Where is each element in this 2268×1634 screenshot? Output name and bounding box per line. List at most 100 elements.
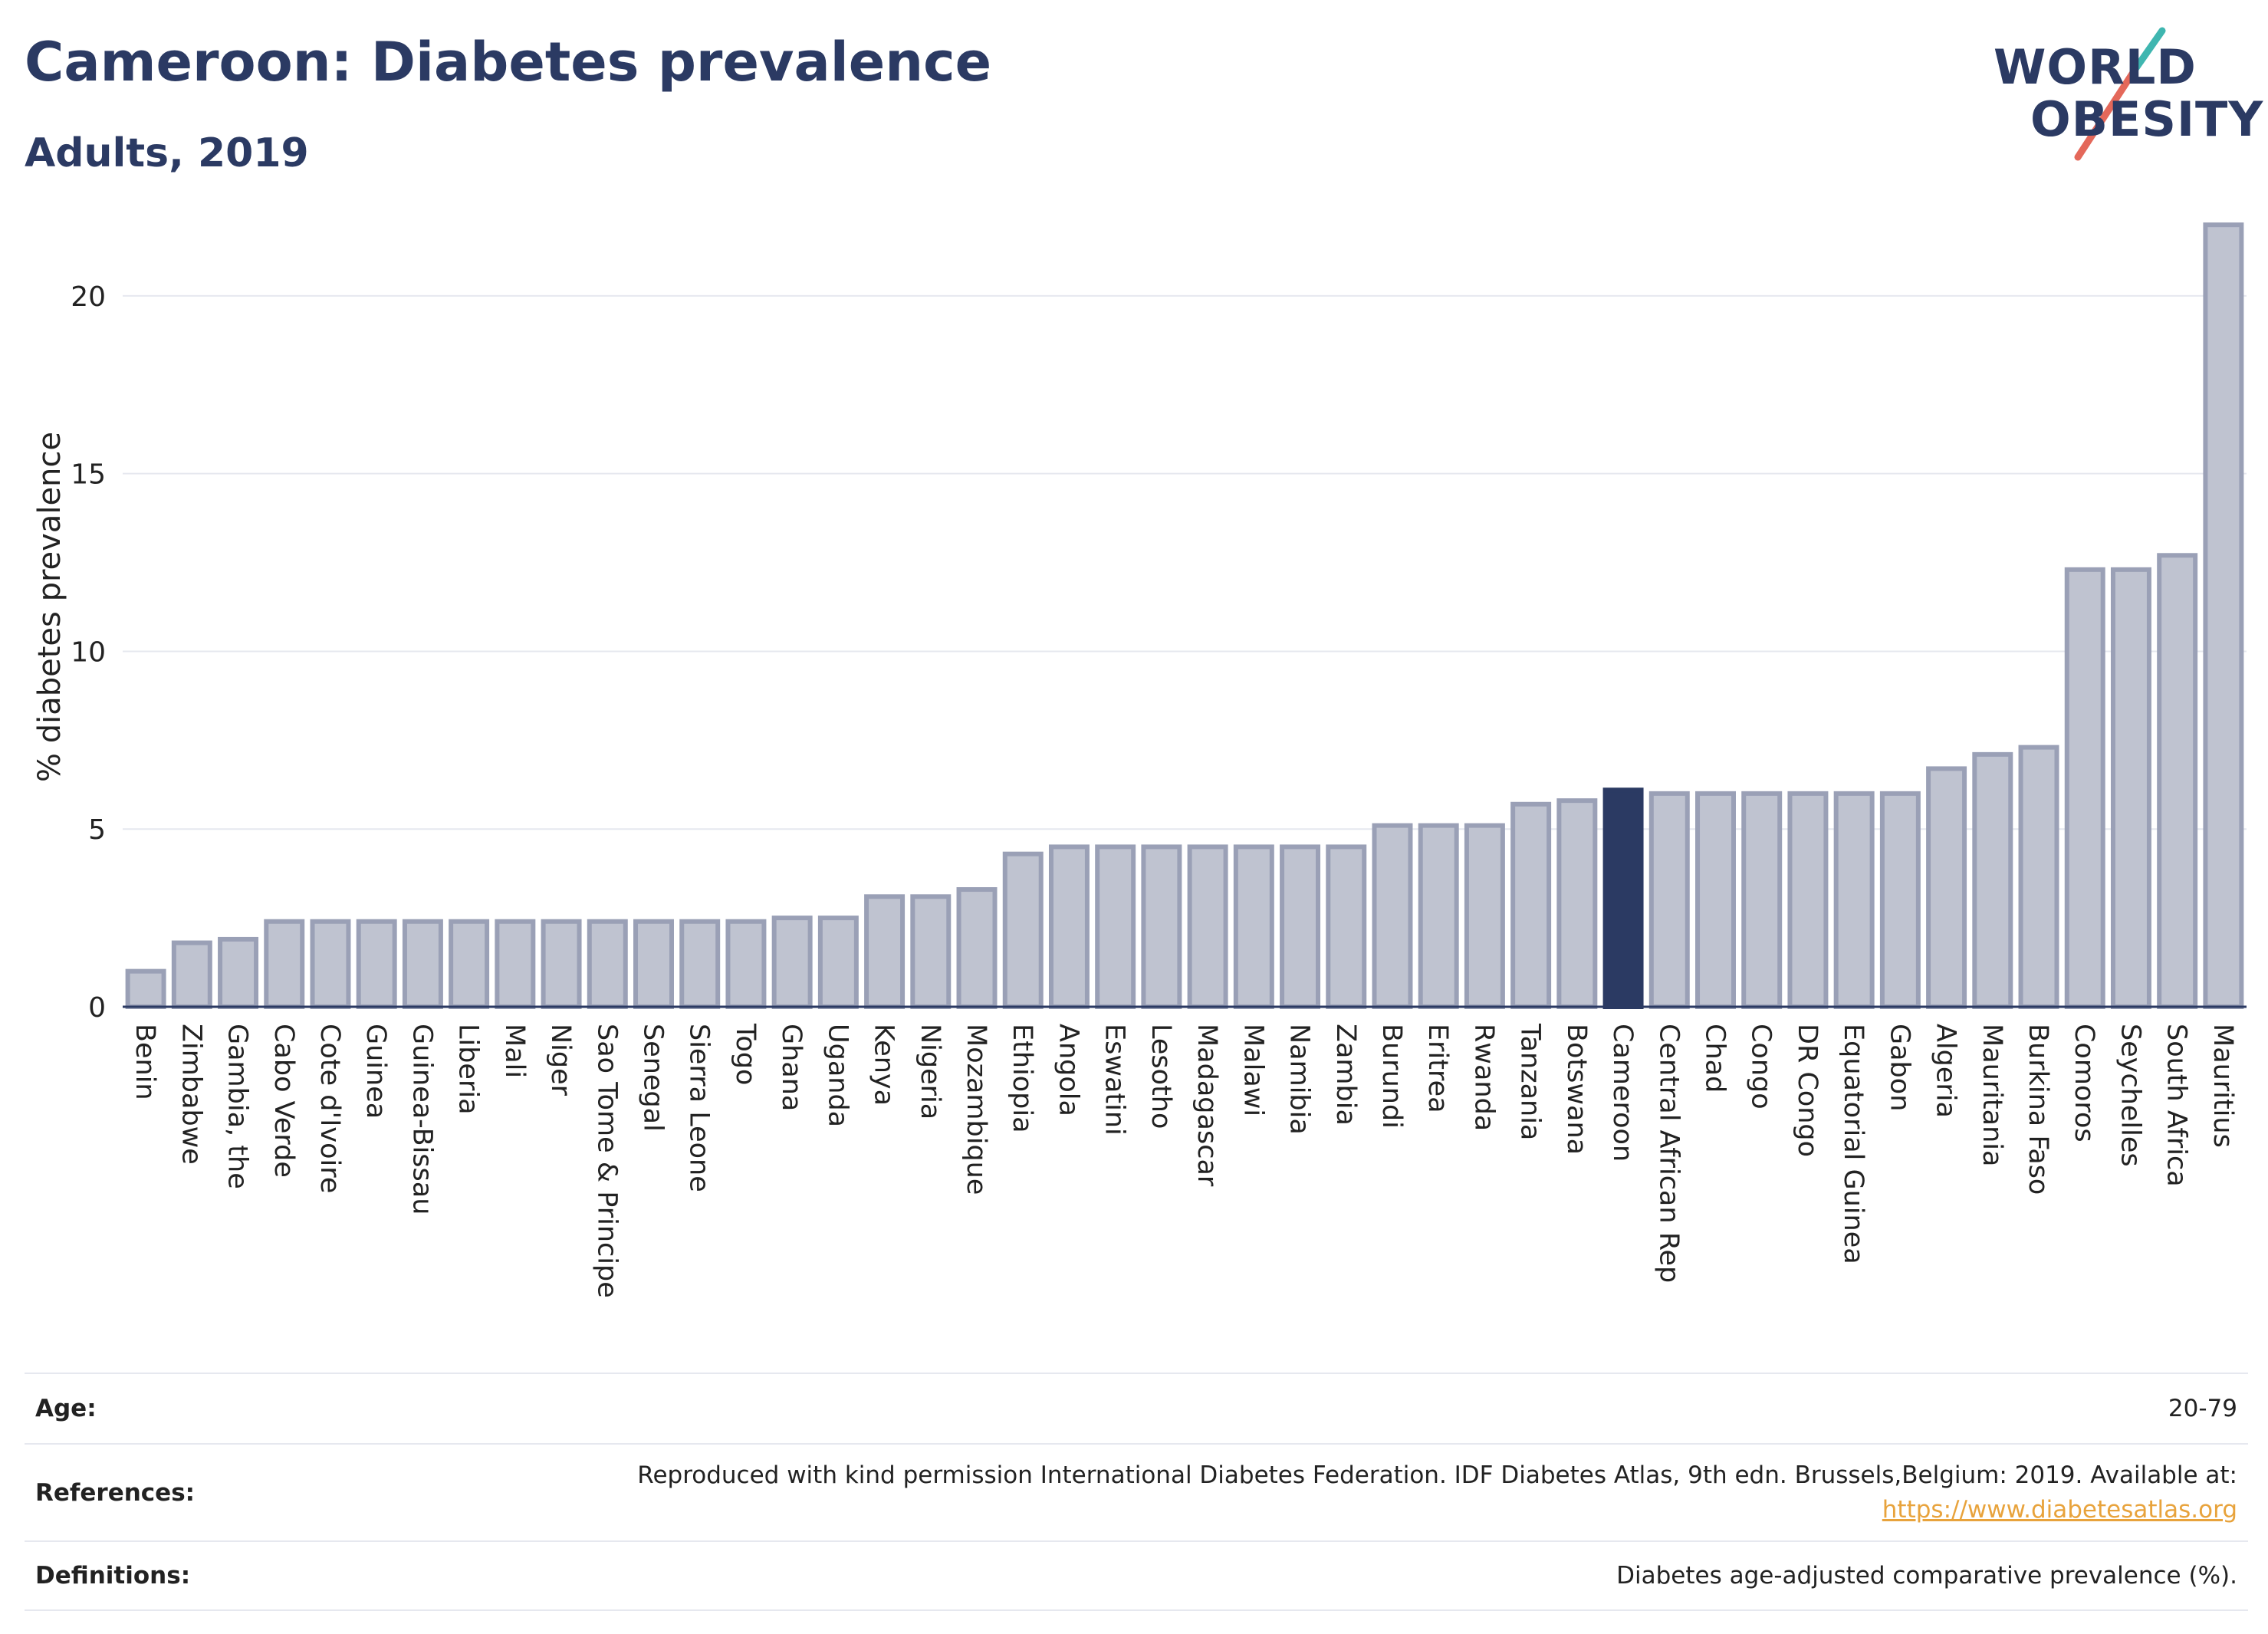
x-tick-label: Niger <box>545 1024 576 1096</box>
y-tick-label: 10 <box>71 636 106 668</box>
y-axis-title: % diabetes prevalence <box>32 432 67 782</box>
references-text: Reproduced with kind permission Internat… <box>637 1461 2237 1489</box>
bar-rwanda <box>1464 823 1505 1009</box>
x-tick-label: Rwanda <box>1468 1024 1499 1131</box>
bar-eritrea <box>1418 823 1459 1009</box>
x-tick-label: Tanzania <box>1515 1023 1546 1140</box>
y-tick-label: 15 <box>71 459 106 491</box>
y-tick-label: 0 <box>88 992 106 1024</box>
bar-mozambique <box>956 887 998 1009</box>
x-tick-label: Gabon <box>1884 1024 1915 1111</box>
references-label: References: <box>25 1443 322 1541</box>
x-tick-label: Chad <box>1700 1024 1731 1093</box>
bar-niger <box>541 919 582 1009</box>
bar-central-african-rep <box>1648 791 1690 1009</box>
x-tick-label: Namibia <box>1284 1024 1315 1135</box>
references-row: References: Reproduced with kind permiss… <box>25 1443 2248 1541</box>
x-tick-label: Seychelles <box>2115 1024 2145 1167</box>
bar-ethiopia <box>1002 851 1044 1009</box>
bar-mauritania <box>1972 751 2013 1009</box>
x-tick-label: Guinea-Bissau <box>406 1024 437 1215</box>
x-tick-label: Equatorial Guinea <box>1838 1024 1869 1264</box>
x-tick-label: Zimbabwe <box>176 1024 206 1165</box>
x-tick-label: Eswatini <box>1099 1024 1130 1136</box>
x-tick-label: Cabo Verde <box>268 1024 299 1178</box>
x-tick-label: Mauritius <box>2207 1024 2238 1148</box>
x-tick-label: Ghana <box>776 1024 807 1111</box>
x-tick-label: Cote d'Ivoire <box>314 1024 345 1193</box>
definitions-row: Definitions: Diabetes age-adjusted compa… <box>25 1540 2248 1611</box>
bar-malawi <box>1233 844 1274 1010</box>
bar-angola <box>1048 844 1090 1010</box>
chart-subtitle: Adults, 2019 <box>25 130 309 176</box>
bar-cameroon <box>1602 787 1644 1010</box>
logo-word-obesity: OBESITY <box>2030 91 2264 147</box>
x-tick-label: Ethiopia <box>1007 1024 1037 1133</box>
references-link[interactable]: https://www.diabetesatlas.org <box>1882 1495 2237 1524</box>
chart-title: Cameroon: Diabetes prevalence <box>25 31 992 94</box>
bar-algeria <box>1926 766 1967 1009</box>
x-tick-label: Togo <box>730 1023 761 1085</box>
x-tick-label: Senegal <box>638 1024 669 1132</box>
y-axis-ticks: 0 5 10 15 20 <box>71 281 106 1024</box>
x-axis-labels: Benin Zimbabwe Gambia, the Cabo Verde Cote d… <box>130 1023 2238 1298</box>
bar-eswatini <box>1095 844 1136 1010</box>
bar-chart: 0 5 10 15 20 Benin Zimbabwe Gambia, the Cabo Ve… <box>32 222 2247 1298</box>
bar-burundi <box>1372 823 1413 1009</box>
bar-ghana <box>771 916 813 1009</box>
x-tick-label: Mali <box>499 1024 530 1078</box>
x-tick-label: Central African Rep <box>1653 1024 1684 1283</box>
bar-gabon <box>1879 791 1921 1009</box>
x-tick-label: DR Congo <box>1792 1024 1823 1157</box>
definitions-label: Definitions: <box>25 1540 322 1611</box>
bar-nigeria <box>910 894 952 1010</box>
x-tick-label: Cameroon <box>1607 1024 1638 1162</box>
info-table: Age: 20-79 References: Reproduced with k… <box>25 1373 2248 1611</box>
x-tick-label: Sierra Leone <box>684 1024 715 1192</box>
x-tick-label: Congo <box>1746 1024 1777 1110</box>
bar-guinea <box>356 919 397 1009</box>
world-obesity-logo: WORLD OBESITY <box>1994 27 2263 165</box>
bar-liberia <box>449 919 490 1009</box>
x-tick-label: Nigeria <box>915 1024 945 1119</box>
x-tick-label: Mauritania <box>1977 1024 2007 1166</box>
x-tick-label: Guinea <box>360 1024 391 1119</box>
bar-mali <box>495 919 536 1009</box>
x-tick-label: Sao Tome & Principe <box>591 1024 622 1298</box>
age-label: Age: <box>25 1373 322 1444</box>
bar-lesotho <box>1141 844 1182 1010</box>
bar-zimbabwe <box>171 940 212 1009</box>
x-tick-label: Liberia <box>453 1024 484 1115</box>
references-value: Reproduced with kind permission Internat… <box>322 1443 2248 1541</box>
age-value: 20-79 <box>322 1373 2248 1444</box>
x-tick-label: Uganda <box>822 1024 853 1127</box>
bar-sierra-leone <box>679 919 721 1009</box>
bar-congo <box>1741 791 1783 1009</box>
age-row: Age: 20-79 <box>25 1373 2248 1444</box>
definitions-value: Diabetes age-adjusted comparative preval… <box>322 1540 2248 1611</box>
bar-kenya <box>864 894 906 1010</box>
bar-seychelles <box>2110 567 2151 1009</box>
bar-chad <box>1695 791 1736 1009</box>
bar-cabo-verde <box>264 919 305 1009</box>
x-tick-label: Lesotho <box>1146 1024 1176 1129</box>
y-tick-label: 5 <box>88 814 106 846</box>
bar-comoros <box>2064 567 2105 1009</box>
logo-slash-icon <box>2074 27 2166 161</box>
bar-dr-congo <box>1787 791 1829 1009</box>
x-tick-label: Eritrea <box>1422 1024 1453 1113</box>
x-tick-label: Gambia, the <box>222 1024 253 1189</box>
bar-guinea-bissau <box>402 919 443 1009</box>
bar-south-africa <box>2157 553 2198 1010</box>
bar-namibia <box>1280 844 1321 1010</box>
x-tick-label: Botswana <box>1561 1024 1592 1155</box>
bar-tanzania <box>1510 801 1552 1009</box>
x-tick-label: Algeria <box>1931 1024 1961 1118</box>
y-tick-label: 20 <box>71 281 106 313</box>
x-tick-label: Malawi <box>1238 1024 1268 1116</box>
x-tick-label: South Africa <box>2161 1024 2192 1187</box>
bar-burkina-faso <box>2018 745 2059 1009</box>
x-tick-label: Madagascar <box>1192 1024 1222 1187</box>
bar-benin <box>125 968 166 1010</box>
x-tick-label: Comoros <box>2069 1024 2099 1142</box>
